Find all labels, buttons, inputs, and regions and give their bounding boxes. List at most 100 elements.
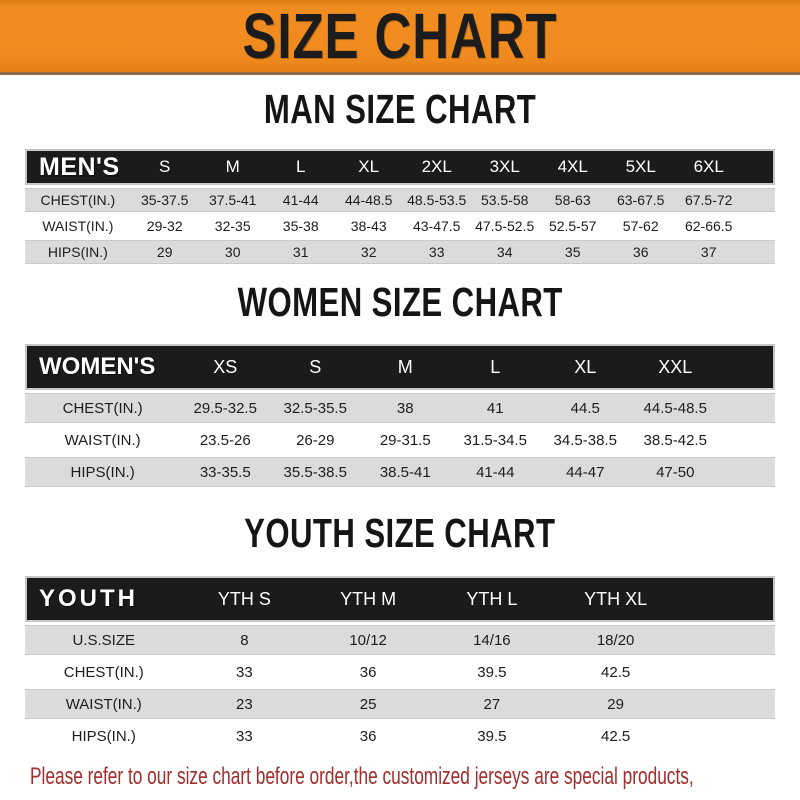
column-header-5xl: 5XL (606, 149, 675, 185)
row-label: WAIST(IN.) (25, 689, 183, 719)
row-label: U.S.SIZE (25, 625, 183, 655)
column-header-yth-m: YTH M (306, 576, 430, 622)
youth-size-section: YOUTH SIZE CHART YOUTH YTH S YTH M YTH L YTH… (0, 511, 800, 753)
women-size-chart-title: WOMEN SIZE CHART (237, 280, 563, 326)
table-row: CHEST(IN.) 35-37.5 37.5-41 41-44 44-48.5 48.5… (25, 188, 775, 212)
table-row: HIPS(IN.) 29 30 31 32 33 34 35 36 37 (25, 240, 775, 264)
size-value-cell: 38.5-41 (360, 457, 451, 487)
size-value-cell: 33 (402, 240, 471, 264)
table-header-row: WOMEN'S XS S M L XL XXL (25, 344, 775, 390)
size-value-cell: 38 (360, 393, 451, 423)
size-value-cell: 67.5-72 (674, 188, 743, 212)
size-value-cell: 38.5-42.5 (630, 426, 721, 454)
empty-column-header (677, 576, 775, 622)
table-row: U.S.SIZE 8 10/12 14/16 18/20 (25, 625, 775, 655)
empty-cell (742, 215, 775, 237)
row-label: HIPS(IN.) (25, 457, 181, 487)
size-value-cell: 36 (606, 240, 675, 264)
size-value-cell: 35.5-38.5 (270, 457, 361, 487)
table-row: CHEST(IN.) 29.5-32.5 32.5-35.5 38 41 44.5 44.5… (25, 393, 775, 423)
empty-cell (720, 393, 775, 423)
empty-cell (677, 722, 775, 750)
column-header-xl: XL (540, 344, 631, 390)
size-value-cell: 43-47.5 (402, 215, 471, 237)
size-value-cell: 29-31.5 (360, 426, 451, 454)
size-value-cell: 14/16 (430, 625, 554, 655)
size-value-cell: 44-47 (540, 457, 631, 487)
table-header-row: YOUTH YTH S YTH M YTH L YTH XL (25, 576, 775, 622)
row-label: HIPS(IN.) (25, 240, 131, 264)
table-row: HIPS(IN.) 33 36 39.5 42.5 (25, 722, 775, 750)
mens-size-table: MEN'S S M L XL 2XL 3XL 4XL 5XL 6XL CHEST(IN.) 35-37… (25, 146, 775, 267)
size-value-cell: 29 (130, 240, 199, 264)
size-value-cell: 32-35 (198, 215, 267, 237)
women-header-label: WOMEN'S (25, 344, 181, 390)
column-header-yth-xl: YTH XL (553, 576, 678, 622)
size-value-cell: 52.5-57 (538, 215, 607, 237)
size-value-cell: 41-44 (450, 457, 541, 487)
column-header-yth-s: YTH S (182, 576, 307, 622)
disclaimer-note: Please refer to our size chart before or… (0, 761, 800, 800)
size-value-cell: 37.5-41 (198, 188, 267, 212)
size-value-cell: 35-38 (266, 215, 335, 237)
size-value-cell: 39.5 (430, 722, 554, 750)
empty-cell (677, 689, 775, 719)
size-value-cell: 8 (182, 625, 307, 655)
size-value-cell: 29-32 (130, 215, 199, 237)
size-value-cell: 41-44 (266, 188, 335, 212)
size-value-cell: 32.5-35.5 (270, 393, 361, 423)
size-value-cell: 58-63 (538, 188, 607, 212)
disclaimer-line-2: we don't accept cancel, change, teturn o… (30, 795, 800, 800)
column-header-s: S (130, 149, 199, 185)
size-value-cell: 25 (306, 689, 430, 719)
size-value-cell: 36 (306, 722, 430, 750)
column-header-yth-l: YTH L (430, 576, 554, 622)
size-value-cell: 32 (334, 240, 403, 264)
column-header-m: M (198, 149, 267, 185)
empty-column-header (720, 344, 775, 390)
column-header-m: M (360, 344, 451, 390)
size-value-cell: 23 (182, 689, 307, 719)
size-value-cell: 53.5-58 (470, 188, 539, 212)
men-header-label: MEN'S (25, 149, 131, 185)
women-size-section: WOMEN SIZE CHART WOMEN'S XS S M L XL XXL CHEST(… (0, 280, 800, 490)
column-header-l: L (266, 149, 335, 185)
size-value-cell: 44.5 (540, 393, 631, 423)
size-value-cell: 26-29 (270, 426, 361, 454)
column-header-xxl: XXL (630, 344, 721, 390)
row-label: HIPS(IN.) (25, 722, 183, 750)
table-row: HIPS(IN.) 33-35.5 35.5-38.5 38.5-41 41-44 44-… (25, 457, 775, 487)
empty-cell (720, 426, 775, 454)
size-value-cell: 41 (450, 393, 541, 423)
size-value-cell: 33 (182, 722, 307, 750)
row-label: WAIST(IN.) (25, 215, 131, 237)
size-value-cell: 42.5 (553, 722, 678, 750)
table-row: WAIST(IN.) 23.5-26 26-29 29-31.5 31.5-34.5 34… (25, 426, 775, 454)
empty-cell (742, 188, 775, 212)
size-chart-banner: SIZE CHART (0, 0, 800, 75)
banner-title: SIZE CHART (242, 0, 558, 72)
youth-header-label: YOUTH (25, 576, 183, 622)
womens-size-table: WOMEN'S XS S M L XL XXL CHEST(IN.) 29.5-32.5 32.5… (25, 341, 775, 490)
size-value-cell: 44-48.5 (334, 188, 403, 212)
disclaimer-line-1: Please refer to our size chart before or… (30, 763, 694, 790)
size-value-cell: 37 (674, 240, 743, 264)
row-label: CHEST(IN.) (25, 188, 131, 212)
empty-cell (677, 625, 775, 655)
row-label: CHEST(IN.) (25, 658, 183, 686)
table-row: WAIST(IN.) 29-32 32-35 35-38 38-43 43-47.5 47.… (25, 215, 775, 237)
size-value-cell: 31 (266, 240, 335, 264)
size-value-cell: 35-37.5 (130, 188, 199, 212)
table-row: WAIST(IN.) 23 25 27 29 (25, 689, 775, 719)
column-header-3xl: 3XL (470, 149, 539, 185)
size-value-cell: 18/20 (553, 625, 678, 655)
man-size-section: MAN SIZE CHART MEN'S S M L XL 2XL 3XL 4XL 5XL 6XL… (0, 87, 800, 267)
size-value-cell: 38-43 (334, 215, 403, 237)
size-value-cell: 30 (198, 240, 267, 264)
size-value-cell: 47.5-52.5 (470, 215, 539, 237)
size-value-cell: 39.5 (430, 658, 554, 686)
size-value-cell: 57-62 (606, 215, 675, 237)
size-value-cell: 10/12 (306, 625, 430, 655)
table-header-row: MEN'S S M L XL 2XL 3XL 4XL 5XL 6XL (25, 149, 775, 185)
size-value-cell: 48.5-53.5 (402, 188, 471, 212)
